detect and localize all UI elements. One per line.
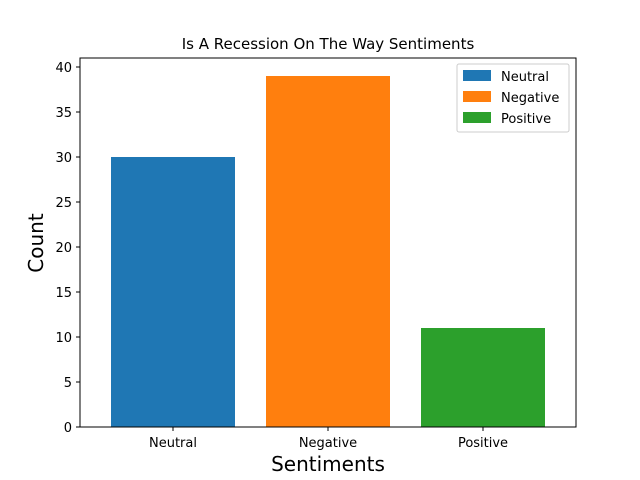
chart-title: Is A Recession On The Way Sentiments (182, 35, 475, 53)
x-tick-label: Positive (458, 436, 508, 451)
y-tick-label: 40 (55, 61, 72, 76)
legend-swatch-negative (463, 91, 491, 102)
x-tick-label: Neutral (149, 436, 197, 451)
y-axis: 0 5 10 15 20 25 30 35 40 (55, 61, 80, 436)
y-tick-label: 5 (64, 376, 72, 391)
legend-entry-positive: Positive (501, 112, 551, 127)
axes-frame (79, 57, 577, 428)
y-tick-label: 25 (55, 196, 72, 211)
bars (111, 76, 545, 427)
bar-positive (421, 328, 545, 427)
legend-swatch-neutral (463, 70, 491, 81)
bar-negative (266, 76, 390, 427)
bar-neutral (111, 157, 235, 427)
y-tick-label: 30 (55, 151, 72, 166)
legend-swatch-positive (463, 112, 491, 123)
y-axis-label: Count (24, 213, 48, 273)
legend-entry-negative: Negative (501, 91, 559, 106)
y-tick-label: 35 (55, 106, 72, 121)
legend-entry-neutral: Neutral (501, 70, 549, 85)
x-tick-label: Negative (299, 436, 357, 451)
x-axis-label: Sentiments (271, 452, 385, 476)
y-tick-label: 20 (55, 241, 72, 256)
y-tick-label: 0 (64, 421, 72, 436)
y-tick-label: 10 (55, 331, 72, 346)
y-tick-label: 15 (55, 286, 72, 301)
legend: Neutral Negative Positive (456, 63, 570, 133)
x-axis: Neutral Negative Positive (149, 427, 508, 451)
